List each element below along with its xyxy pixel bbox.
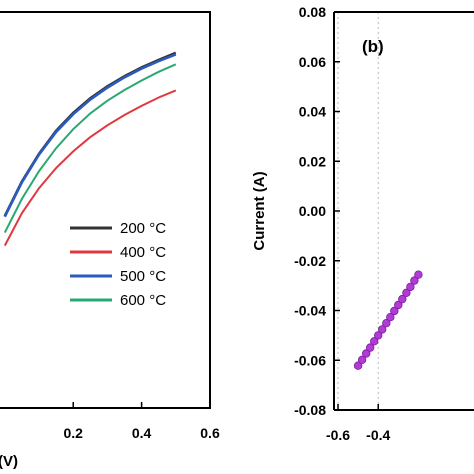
panel-b-y-tick-label: 0.08: [299, 4, 326, 20]
legend-label-3: 600 °C: [120, 292, 166, 309]
data-point: [410, 276, 419, 285]
panel-b-y-tick-label: -0.08: [294, 402, 326, 418]
panel-b-y-tick-label: -0.02: [294, 253, 326, 269]
panel-b-series: [353, 270, 423, 370]
panel-a-x-tick-label: 0.6: [200, 425, 220, 441]
data-point: [414, 270, 423, 279]
data-point: [386, 313, 395, 322]
data-point: [374, 331, 383, 340]
panel-b-y-tick-label: -0.06: [294, 352, 326, 368]
panel-b-ticks: -0.08 -0.06 -0.04 -0.02 0.00 0.02 0.04 0.06 0.08…: [294, 4, 390, 443]
panel-b-y-tick-label: 0.04: [299, 104, 326, 120]
legend-label-2: 500 °C: [120, 268, 166, 285]
panel-b-y-tick-label: 0.06: [299, 54, 326, 70]
data-point: [366, 343, 375, 352]
panel-b-y-tick-label: -0.04: [294, 303, 326, 319]
data-point: [357, 355, 367, 364]
panel-b-y-axis-label: Current (A): [251, 171, 268, 250]
data-point: [398, 294, 407, 304]
data-point: [378, 325, 387, 334]
data-point: [370, 337, 379, 346]
panel-b-x-tick-label: -0.6: [326, 427, 350, 443]
panel-a-frame: [0, 11, 211, 409]
panel-b-y-tick-label: 0.00: [299, 203, 326, 219]
panel-b-y-tick-label: 0.02: [299, 153, 326, 169]
panel-a-series-line-1: [3, 89, 177, 247]
panel-a-series: [3, 51, 177, 247]
data-point: [406, 282, 415, 292]
panel-a-series-line-3: [3, 63, 177, 234]
panel-a-x-axis-label: (V): [0, 453, 18, 470]
panel-b-label: (b): [362, 37, 384, 56]
data-point: [390, 306, 399, 316]
panel-a: 0.2 0.4 0.6 200 °C 400 °C 500 °C 600 °C (V): [0, 11, 220, 470]
data-point: [402, 288, 411, 297]
data-point: [353, 361, 363, 370]
data-point: [362, 349, 371, 358]
panel-a-x-tick-label: 0.4: [132, 425, 152, 441]
panel-a-legend: 200 °C 400 °C 500 °C 600 °C: [70, 220, 166, 309]
panel-b: -0.08 -0.06 -0.04 -0.02 0.00 0.02 0.04 0.06 0.08…: [251, 4, 474, 443]
panel-a-x-tick-label: 0.2: [63, 425, 83, 441]
panel-a-x-ticks: 0.2 0.4 0.6: [63, 402, 220, 441]
data-point: [394, 300, 403, 310]
panel-b-grid: [337, 12, 379, 410]
panel-b-x-tick-label: -0.4: [366, 427, 390, 443]
legend-label-0: 200 °C: [120, 220, 166, 237]
panel-a-series-line-2: [3, 53, 177, 218]
legend-label-1: 400 °C: [120, 244, 166, 261]
data-point: [382, 319, 391, 328]
